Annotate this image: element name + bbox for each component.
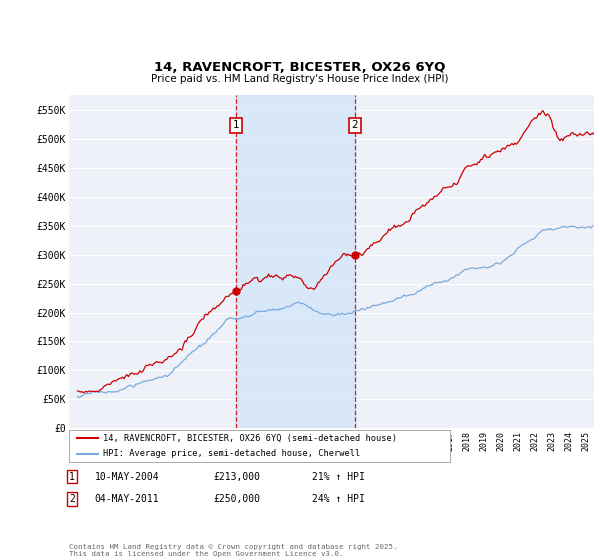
Text: 1: 1 — [69, 472, 75, 482]
Text: Price paid vs. HM Land Registry's House Price Index (HPI): Price paid vs. HM Land Registry's House … — [151, 74, 449, 84]
Text: 2: 2 — [352, 120, 358, 130]
Text: 10-MAY-2004: 10-MAY-2004 — [95, 472, 160, 482]
Text: 21% ↑ HPI: 21% ↑ HPI — [312, 472, 365, 482]
Text: 14, RAVENCROFT, BICESTER, OX26 6YQ: 14, RAVENCROFT, BICESTER, OX26 6YQ — [154, 61, 446, 74]
Text: HPI: Average price, semi-detached house, Cherwell: HPI: Average price, semi-detached house,… — [103, 449, 361, 459]
Text: 24% ↑ HPI: 24% ↑ HPI — [312, 494, 365, 504]
Text: £250,000: £250,000 — [213, 494, 260, 504]
Text: 04-MAY-2011: 04-MAY-2011 — [95, 494, 160, 504]
Text: 14, RAVENCROFT, BICESTER, OX26 6YQ (semi-detached house): 14, RAVENCROFT, BICESTER, OX26 6YQ (semi… — [103, 434, 397, 443]
Text: £213,000: £213,000 — [213, 472, 260, 482]
Text: 2: 2 — [69, 494, 75, 504]
Bar — [236, 95, 355, 428]
Text: Contains HM Land Registry data © Crown copyright and database right 2025.
This d: Contains HM Land Registry data © Crown c… — [69, 544, 398, 557]
Text: 1: 1 — [233, 120, 239, 130]
